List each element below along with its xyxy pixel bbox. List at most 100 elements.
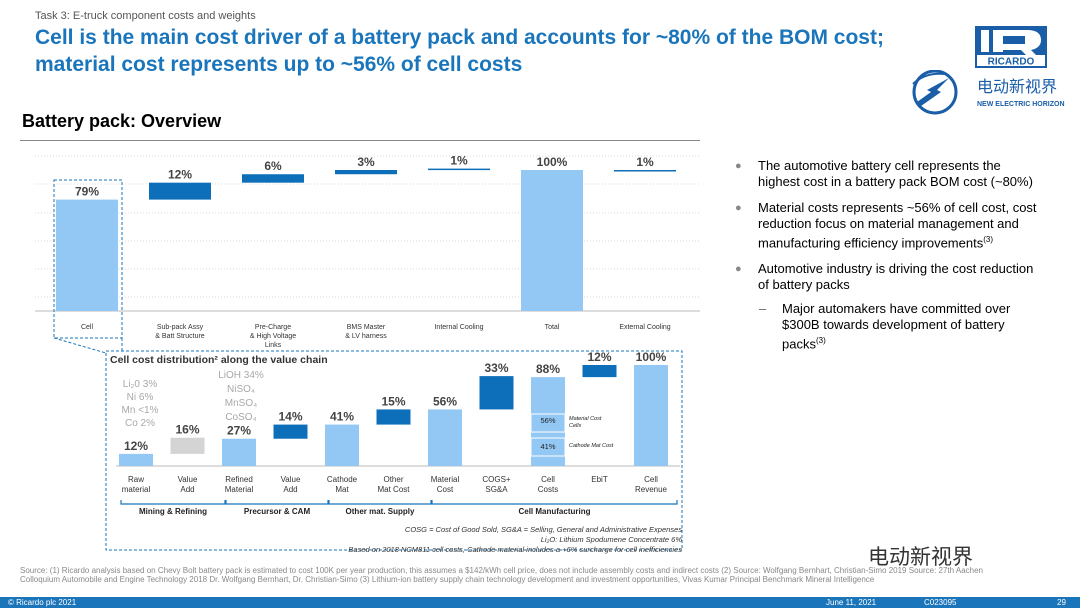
top-value-label: 12% [168,168,192,182]
inner-value-label: 56% [540,416,555,425]
cell-cost-category-label: Cell [541,475,555,484]
section-title: Battery pack: Overview [22,111,222,131]
group-label: Other mat. Supply [346,507,415,516]
cell-cost-category-label: Revenue [635,485,668,494]
footer-page: 29 [1057,598,1066,607]
cell-cost-category-label: Cathode [327,475,358,484]
task-label: Task 3: E-truck component costs and weig… [35,10,256,22]
top-bar [56,199,118,311]
top-category-label: Sub-pack Assy [157,324,204,331]
cell-cost-value-label: 27% [227,424,251,438]
group-bracket [225,500,329,505]
cell-cost-category-labels: RawmaterialValueAddRefinedMaterialValueA… [122,475,668,494]
cell-cost-value-label: 14% [278,410,302,424]
raw-material-annotation: Ni 6% [127,392,154,403]
refined-material-annotation: NiSO₄ [227,384,255,395]
source-note: Source: (1) Ricardo analysis based on Ch… [20,566,984,584]
bullet-item: ● Automotive industry is driving the cost… [735,261,1034,293]
refined-material-annotation: LiOH 34% [218,370,264,381]
top-value-label: 1% [450,154,468,168]
inner-text: Material Cost [569,416,602,422]
top-category-label: & LV harness [345,333,387,340]
refined-material-annotation: CoSO₄ [225,412,256,423]
cell-cost-category-label: SG&A [485,485,508,494]
group-bracket [431,500,678,505]
inner-text: Cathode Mat Cost [569,443,614,449]
top-value-labels: 79% 12% 6% 3% 1% 100% 1% [75,154,654,199]
cell-cost-category-label: Raw [128,475,144,484]
group-bracket [120,500,226,505]
cell-cost-bar [531,377,565,466]
svg-text:电动新视界: 电动新视界 [977,78,1057,96]
top-category-label: Internal Cooling [434,324,483,331]
refined-material-annotation: MnSO₄ [225,398,257,409]
cell-cost-bar [428,409,462,466]
top-bar [335,170,397,175]
inner-value-label: 41% [540,442,555,451]
connector-left [53,337,107,354]
top-value-label: 6% [264,159,282,173]
raw-material-annotation: Co 2% [125,418,155,429]
top-bar [428,168,490,171]
cell-cost-box [105,350,683,551]
section-divider [20,140,700,141]
raw-material-annotation: Mn <1% [122,405,159,416]
cell-highlight-box [53,179,123,339]
cell-cost-bar [222,438,256,466]
cell-cost-category-label: Material [225,485,254,494]
cell-cost-value-labels: 12% 16% 27% 14% 41% 15% 56% 33% 88% 12% 100% [124,350,667,453]
top-category-label: Links [265,342,282,349]
cell-cost-category-label: Add [283,485,297,494]
cell-cost-category-label: Mat [335,485,349,494]
inner-text: Cells [569,423,581,429]
top-category-label: & Batt Structure [155,333,205,340]
svg-text:RICARDO: RICARDO [988,57,1035,68]
top-category-label: Total [545,324,560,331]
cell-cost-value-label: 41% [330,410,354,424]
cell-cost-bar [170,437,205,454]
bullet-item: ● Material costs represents ~56% of cell … [735,200,1037,251]
group-label: Mining & Refining [139,507,207,516]
cell-cost-category-label: Value [178,475,198,484]
footer-code: C023095 [924,598,957,607]
cell-cost-bar [479,376,514,410]
cell-cost-value-label: 15% [381,394,405,408]
svg-text:NEW ELECTRIC HORIZON: NEW ELECTRIC HORIZON [977,101,1065,108]
cell-cost-notes: COSG = Cost of Good Sold, SG&A = Selling… [348,525,682,554]
cell-cost-title: Cell cost distribution² along the value … [110,354,328,366]
cell-cost-category-label: material [122,485,151,494]
cell-cost-value-label: 16% [175,423,199,437]
footer-bar: © Ricardo plc 2021 June 11, 2021 C023095… [0,597,1080,608]
cell-cost-category-label: EbiT [591,475,608,484]
cell-cost-bar [376,409,411,425]
top-category-label: BMS Master [347,324,386,331]
top-category-label: External Cooling [619,324,670,331]
cell-cost-note: Li₂O: Lithium Spodumene Concentrate 6% [541,535,683,544]
group-label: Precursor & CAM [244,507,311,516]
material-annotations: Li₂0 3% Ni 6% Mn <1% Co 2% LiOH 34% NiSO₄ MnSO… [122,370,264,429]
sub-bullet-item: – Major automakers have committed over $3… [759,301,1011,352]
footer-date: June 11, 2021 [826,598,877,607]
cell-cost-category-label: Cell [644,475,658,484]
cell-cost-category-label: COGS+ [482,475,511,484]
top-bar [149,182,211,200]
cell-cost-category-label: Add [180,485,194,494]
brand-logo: 电动新视界 NEW ELECTRIC HORIZON [912,70,1065,115]
inner-box [530,437,566,457]
cell-cost-bars [119,365,668,466]
watermark: 电动新视界 [868,546,973,569]
bullet-item: ● The automotive battery cell represents … [735,158,1033,189]
cell-cost-value-label: 12% [124,439,148,453]
cell-cost-bar [119,453,153,466]
top-category-label: & High Voltage [250,333,296,340]
inner-box [530,413,566,433]
cell-cost-value-label: 12% [587,350,611,364]
group-bracket [328,500,432,505]
top-bar [521,170,583,311]
top-category-labels: Cell Sub-pack Assy & Batt Structure Pre-Cha… [81,324,671,349]
cell-cost-value-label: 33% [484,361,508,375]
top-value-label: 79% [75,185,99,199]
cell-cost-value-label: 88% [536,362,560,376]
cell-cost-bar [582,365,617,378]
bullet-list: ● The automotive battery cell represents … [735,158,1045,353]
